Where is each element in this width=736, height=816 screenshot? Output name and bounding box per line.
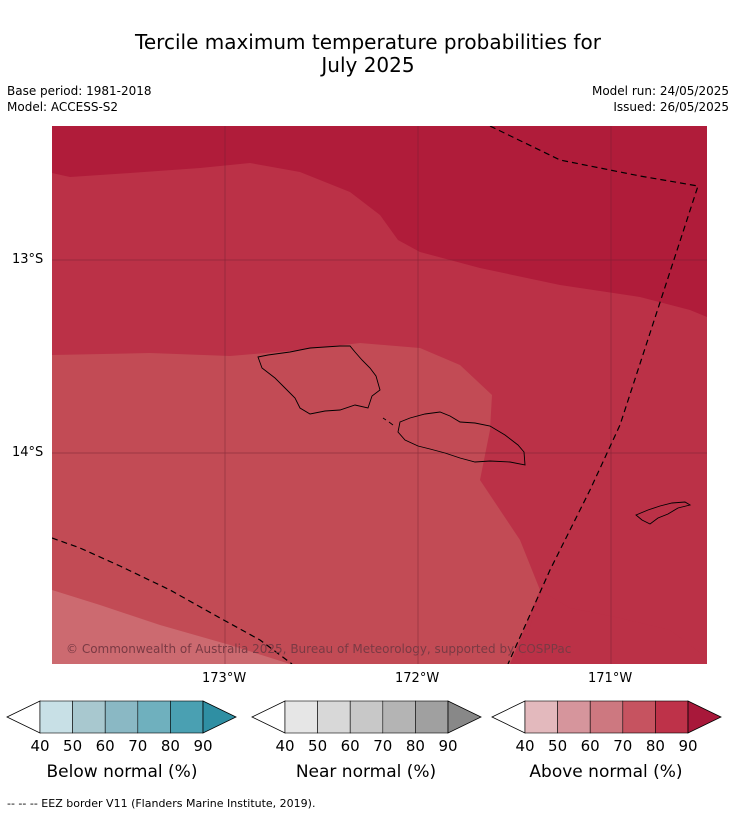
colorbar-below [6,700,237,734]
colorbar-segment [170,700,204,734]
colorbar-tick-label: 40 [515,737,535,755]
lat-label-14s: 14°S [12,445,44,460]
map-title: Tercile maximum temperature probabilitie… [0,31,736,77]
colorbar-tick-label: 70 [128,737,148,755]
colorbar-segment [317,700,351,734]
colorbar-high-extend [447,700,482,734]
colorbar-tick-label: 60 [95,737,115,755]
colorbar-segment [104,700,139,734]
colorbar-segment [382,700,416,734]
title-line-1: Tercile maximum temperature probabilitie… [135,30,601,54]
colorbar-tick-label: 40 [30,737,50,755]
colorbar-segment [524,700,558,734]
colorbar-title-near: Near normal (%) [295,762,437,782]
colorbar-segment [137,700,171,734]
issued-date: Issued: 26/05/2025 [613,100,729,114]
colorbar-tick-label: 90 [678,737,698,755]
meta-left: Base period: 1981-2018 Model: ACCESS-S2 [7,83,152,115]
tutuila-island [635,501,692,525]
colorbar-segment [557,700,591,734]
colorbar-tick-label: 80 [645,737,665,755]
colorbar-tick-label: 80 [405,737,425,755]
base-period: Base period: 1981-2018 [7,84,152,98]
colorbar-segment [72,700,106,734]
lon-label-172w: 172°W [395,671,440,686]
probability-map [52,126,707,664]
colorbar-tick-label: 80 [160,737,180,755]
colorbar-tick-label: 50 [63,737,83,755]
colorbar-low-extend [491,700,526,734]
colorbar-tick-label: 60 [580,737,600,755]
colorbar-tick-label: 50 [308,737,328,755]
eez-legend-note: -- -- -- EEZ border V11 (Flanders Marine… [7,797,316,810]
colorbar-tick-label: 40 [275,737,295,755]
title-line-2: July 2025 [321,53,415,77]
colorbar-tick-label: 90 [438,737,458,755]
savaii-island [257,345,381,415]
colorbar-tick-label: 50 [548,737,568,755]
colorbar-segment [622,700,656,734]
model-run: Model run: 24/05/2025 [591,84,729,98]
colorbar-above [491,700,722,734]
colorbar-title-below: Below normal (%) [46,762,198,782]
model-name: Model: ACCESS-S2 [7,100,119,114]
colorbar-tick-label: 70 [373,737,393,755]
graticule [52,126,707,664]
lon-label-173w: 173°W [202,671,247,686]
colorbar-tick-label: 60 [340,737,360,755]
colorbar-low-extend [251,700,286,734]
copyright-notice: © Commonwealth of Australia 2025, Bureau… [66,642,572,656]
zone-80-se [520,590,707,664]
colorbar-segment [284,700,318,734]
meta-right: Model run: 24/05/2025 Issued: 26/05/2025 [592,83,729,115]
colorbar-title-above: Above normal (%) [529,762,683,782]
eez-border [52,126,699,664]
colorbar-segment [415,700,449,734]
upolu-island [397,411,526,466]
colorbar-tick-label: 70 [613,737,633,755]
colorbar-segment [655,700,689,734]
manono-island [382,417,394,426]
colorbar-segment [589,700,624,734]
colorbar-tick-label: 90 [193,737,213,755]
lat-label-13s: 13°S [12,252,44,267]
lon-label-171w: 171°W [588,671,633,686]
colorbar-high-extend [202,700,237,734]
colorbar-segment [349,700,384,734]
colorbar-segment [39,700,73,734]
colorbar-high-extend [687,700,722,734]
colorbar-near [251,700,482,734]
colorbar-low-extend [6,700,41,734]
zone-80-90 [52,126,707,317]
zone-50-60 [52,590,290,664]
